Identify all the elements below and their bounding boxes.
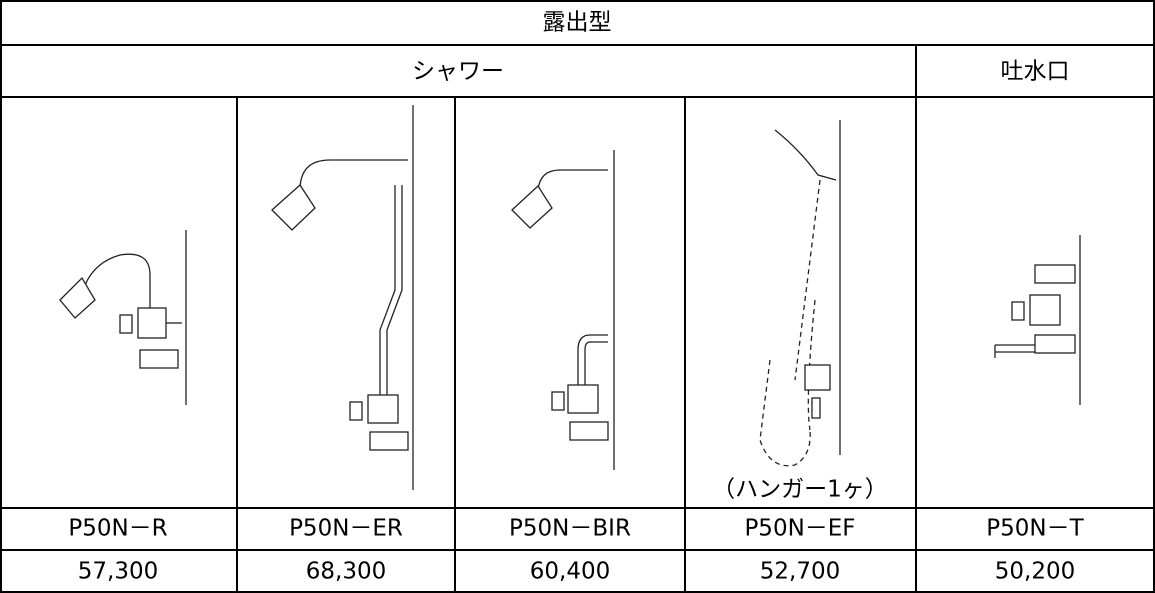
table-title: 露出型 (543, 10, 612, 36)
price: 50,200 (995, 559, 1075, 585)
product-drawing (994, 235, 1081, 405)
group-header: シャワー (412, 59, 504, 85)
price: 52,700 (760, 559, 840, 585)
product-drawing (759, 120, 841, 467)
price: 57,300 (78, 559, 158, 585)
model: P50N－T (986, 516, 1084, 542)
group-header: 吐水口 (1001, 59, 1070, 85)
product-drawing (271, 105, 414, 490)
grid (0, 44, 1155, 593)
model: P50N－BIR (509, 516, 631, 542)
model: P50N－EF (744, 516, 855, 542)
note: （ハンガー1ヶ） (712, 477, 888, 503)
price: 60,400 (530, 559, 610, 585)
model: P50N－R (68, 516, 167, 542)
price: 68,300 (306, 559, 386, 585)
model: P50N－ER (289, 516, 403, 542)
product-drawing (511, 150, 615, 470)
product-drawing (59, 230, 187, 405)
